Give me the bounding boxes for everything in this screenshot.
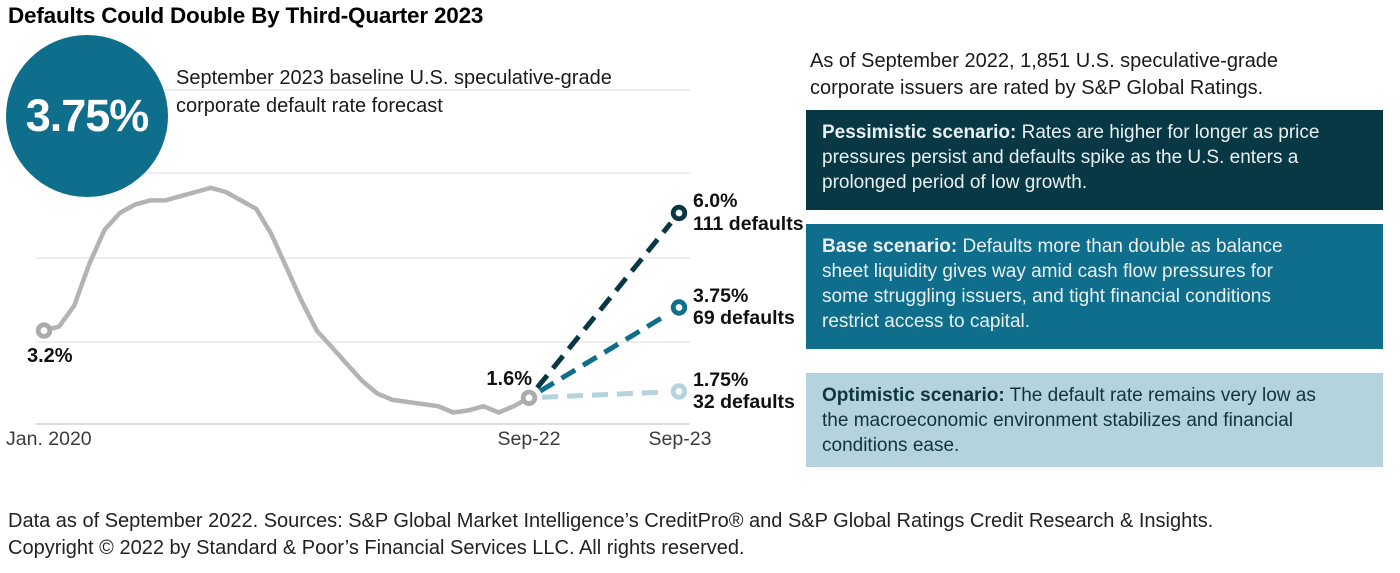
scenario-endpoint-optimistic <box>670 383 688 400</box>
base-scenario-box: Base scenario: Defaults more than double… <box>806 224 1383 349</box>
rated-issuers-note-line: corporate issuers are rated by S&P Globa… <box>810 76 1264 99</box>
scenario-text-line: conditions ease. <box>822 435 960 456</box>
scenario-label: Optimistic scenario: <box>822 385 1005 406</box>
forecast-badge-value: 3.75% <box>25 90 150 141</box>
sep22-point-marker <box>520 389 538 407</box>
rated-issuers-note: As of September 2022, 1,851 U.S. specula… <box>810 48 1278 101</box>
sep22-point-label: 1.6% <box>486 368 532 390</box>
scenario-line-pessimistic <box>535 221 673 390</box>
scenario-text-line: pressures persist and defaults spike as … <box>822 147 1299 168</box>
copyright-line: Copyright © 2022 by Standard & Poor’s Fi… <box>8 537 745 559</box>
scenario-text: Defaults more than double as balance <box>962 236 1283 257</box>
scenario-rate-value: 3.75% <box>693 284 749 307</box>
x-axis-label-sep-22: Sep-22 <box>497 428 561 450</box>
forecast-badge: 3.75% <box>6 35 168 197</box>
scenario-text-line: prolonged period of low growth. <box>822 172 1088 193</box>
start-point-label: 3.2% <box>27 345 73 367</box>
chart-subtitle: September 2023 baseline U.S. speculative… <box>176 64 612 120</box>
scenario-text: The default rate remains very low as <box>1009 385 1316 406</box>
start-point-marker <box>35 322 53 339</box>
scenario-line-base <box>538 312 670 394</box>
history-line <box>41 185 532 415</box>
scenario-defaults-count: 32 defaults <box>693 391 795 413</box>
base-endpoint-label: 3.75% 69 defaults <box>693 285 795 330</box>
pessimistic-endpoint-label: 6.0% 111 defaults <box>693 190 804 235</box>
scenario-defaults-count: 111 defaults <box>693 212 804 235</box>
optimistic-scenario-box: Optimistic scenario: The default rate re… <box>806 373 1383 467</box>
scenario-text-line: restrict access to capital. <box>822 311 1031 332</box>
scenario-defaults-count: 69 defaults <box>693 307 795 329</box>
scenario-text: Rates are higher for longer as price <box>1021 122 1320 143</box>
chart-subtitle-line: September 2023 baseline U.S. speculative… <box>176 67 612 89</box>
optimistic-endpoint-label: 1.75% 32 defaults <box>693 369 795 414</box>
source-copyright-note: Data as of September 2022. Sources: S&P … <box>8 508 1213 562</box>
scenario-rate-value: 1.75% <box>693 368 749 391</box>
scenario-text-line: the macroeconomic environment stabilizes… <box>822 410 1294 431</box>
scenario-endpoint-pessimistic <box>670 204 688 222</box>
page-title: Defaults Could Double By Third-Quarter 2… <box>8 3 484 28</box>
scenario-rate-value: 6.0% <box>693 190 738 212</box>
chart-subtitle-line: corporate default rate forecast <box>176 95 443 117</box>
default-rate-chart <box>35 89 690 425</box>
x-axis-label-sep-23: Sep-23 <box>648 428 712 450</box>
scenario-label: Base scenario: <box>822 236 958 257</box>
x-axis-label-jan-2020: Jan. 2020 <box>6 428 92 450</box>
scenario-text-line: Base scenario: Defaults more than double… <box>822 234 1367 259</box>
pessimistic-scenario-box: Pessimistic scenario: Rates are higher f… <box>806 110 1383 210</box>
scenario-endpoint-base <box>670 299 688 316</box>
scenario-text-line: sheet liquidity gives way amid cash flow… <box>822 261 1273 282</box>
scenario-text-line: Optimistic scenario: The default rate re… <box>822 383 1367 408</box>
scenario-label: Pessimistic scenario: <box>822 122 1017 143</box>
scenario-text-line: Pessimistic scenario: Rates are higher f… <box>822 120 1367 145</box>
scenario-line-optimistic <box>541 389 667 400</box>
source-line: Data as of September 2022. Sources: S&P … <box>8 510 1214 532</box>
rated-issuers-note-line: As of September 2022, 1,851 U.S. specula… <box>810 50 1279 72</box>
scenario-text-line: some struggling issuers, and tight finan… <box>822 286 1271 307</box>
